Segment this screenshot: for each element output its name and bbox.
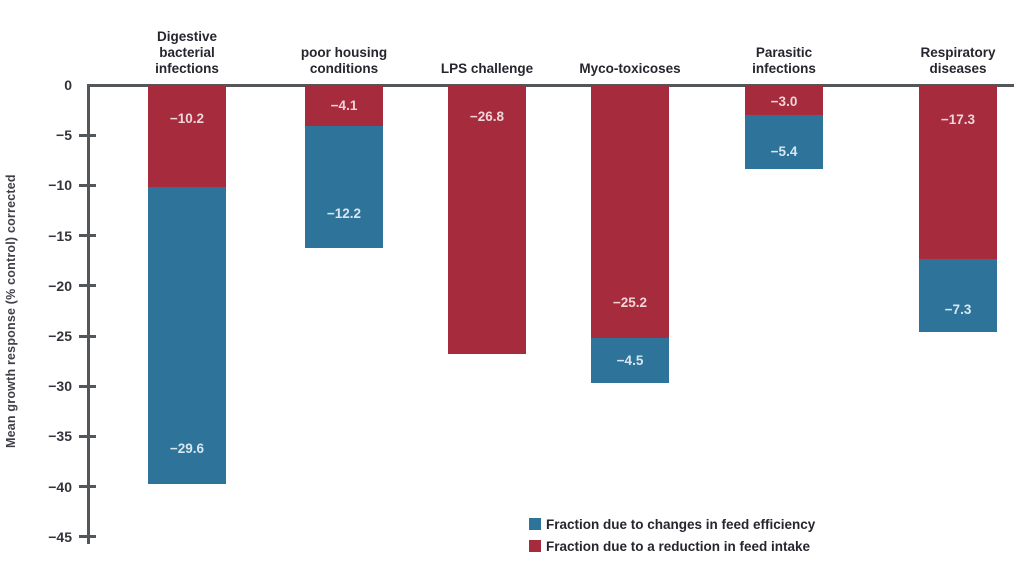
bar-value-label: −17.3 <box>940 112 976 127</box>
category-label: Parasitic infections <box>704 6 864 77</box>
bar-segment-feed-efficiency: −4.5 <box>591 338 669 383</box>
category-label: Digestive bacterial infections <box>107 6 267 77</box>
y-axis-tick-label: −40 <box>48 479 72 495</box>
category-label-line: infections <box>752 61 816 76</box>
y-axis-tick <box>79 184 96 187</box>
category-label-line: poor housing <box>300 45 388 60</box>
bar-value-label: −10.2 <box>169 111 205 126</box>
y-axis-tick-label: −15 <box>48 228 72 244</box>
y-axis-tick-label: −45 <box>48 529 72 545</box>
y-axis-tick-label: −5 <box>56 127 72 143</box>
bar-segment-feed-intake: −4.1 <box>305 85 383 126</box>
y-axis-tick <box>79 385 96 388</box>
y-axis-tick <box>79 284 96 287</box>
x-axis-line <box>87 84 1014 87</box>
y-axis-tick <box>79 335 96 338</box>
bar-segment-feed-efficiency: −5.4 <box>745 115 823 169</box>
bar-value-label: −7.3 <box>944 302 972 317</box>
bar-segment-feed-intake: −26.8 <box>448 85 526 354</box>
bar-value-label: −12.2 <box>326 206 362 221</box>
y-axis-tick <box>79 435 96 438</box>
bar-segment-feed-intake: −3.0 <box>745 85 823 115</box>
y-axis-tick-label: −35 <box>48 428 72 444</box>
category-label: Myco-toxicoses <box>550 6 710 77</box>
bar-segment-feed-intake: −17.3 <box>919 85 997 259</box>
y-axis-tick <box>79 535 96 538</box>
category-label-line: Parasitic <box>755 45 813 60</box>
category-label: LPS challenge <box>407 6 567 77</box>
legend-swatch <box>529 540 541 552</box>
bar-value-label: −4.1 <box>330 98 358 113</box>
bar-value-label: −4.5 <box>616 353 644 368</box>
bar-value-label: −29.6 <box>169 441 205 456</box>
category-label-line: LPS challenge <box>440 61 534 76</box>
category-label: Respiratory diseases <box>878 6 1018 77</box>
legend: Fraction due to changes in feed efficien… <box>529 513 815 557</box>
y-axis-tick <box>79 485 96 488</box>
y-axis-tick-label: −20 <box>48 278 72 294</box>
legend-item: Fraction due to changes in feed efficien… <box>529 513 815 535</box>
bar-value-label: −5.4 <box>770 144 798 159</box>
bar-segment-feed-efficiency: −12.2 <box>305 126 383 248</box>
legend-item: Fraction due to a reduction in feed inta… <box>529 535 815 557</box>
legend-label: Fraction due to changes in feed efficien… <box>546 516 816 532</box>
bar-segment-feed-intake: −25.2 <box>591 85 669 338</box>
bar-segment-feed-efficiency: −29.6 <box>148 187 226 484</box>
category-label-line: Digestive <box>156 29 218 44</box>
category-label-line: conditions <box>309 61 379 76</box>
bar-value-label: −25.2 <box>612 295 648 310</box>
category-label-line: Myco-toxicoses <box>579 61 681 76</box>
category-label-line: diseases <box>929 61 987 76</box>
bar-segment-feed-efficiency: −7.3 <box>919 259 997 332</box>
category-label-line: bacterial <box>159 45 215 60</box>
bar-value-label: −3.0 <box>770 94 798 109</box>
y-axis-tick-label: −10 <box>48 177 72 193</box>
y-axis-title: Mean growth response (% control) correct… <box>4 174 18 448</box>
bar-segment-feed-intake: −10.2 <box>148 85 226 187</box>
y-axis-tick-label: 0 <box>64 77 72 93</box>
y-axis-tick-label: −30 <box>48 378 72 394</box>
y-axis-tick <box>79 134 96 137</box>
y-axis-tick-label: −25 <box>48 328 72 344</box>
y-axis-line <box>87 84 90 544</box>
bar-value-label: −26.8 <box>469 109 505 124</box>
category-label-line: Respiratory <box>920 45 996 60</box>
y-axis-tick <box>79 234 96 237</box>
legend-label: Fraction due to a reduction in feed inta… <box>546 538 811 554</box>
legend-swatch <box>529 518 541 530</box>
category-label-line: infections <box>155 61 219 76</box>
category-label: poor housing conditions <box>264 6 424 77</box>
